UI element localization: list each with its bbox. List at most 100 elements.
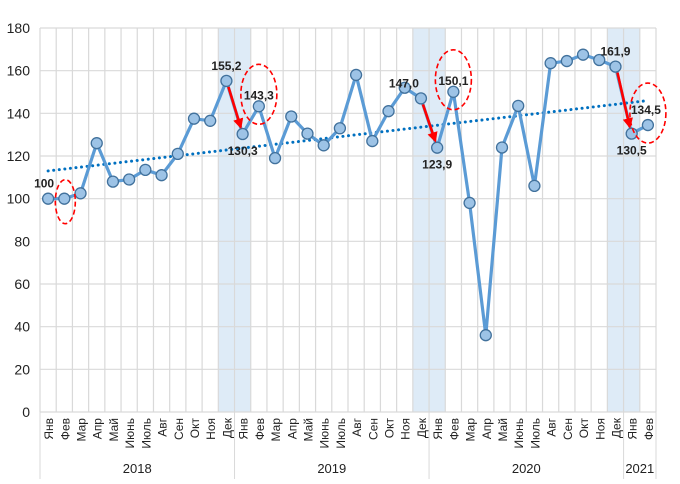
data-point	[349, 68, 363, 82]
x-tick-label-month: Дек	[220, 417, 234, 438]
decline-arrow	[616, 72, 633, 129]
x-tick-label-year: 2020	[512, 461, 541, 476]
data-point	[414, 92, 428, 105]
x-tick-label-month: Сен	[366, 418, 380, 440]
x-tick-label-month: Янв	[431, 418, 445, 440]
trendline	[46, 99, 650, 173]
y-tick-label: 60	[14, 276, 30, 292]
y-tick-label: 80	[14, 233, 30, 249]
x-tick-label-month: Апр	[480, 418, 494, 440]
data-point	[90, 137, 103, 150]
data-point	[641, 118, 655, 132]
x-tick-label-month: Июль	[139, 418, 153, 449]
x-tick-label-month: Окт	[577, 418, 591, 439]
x-tick-label-month: Ноя	[399, 418, 413, 440]
data-point	[74, 187, 87, 200]
data-point	[431, 141, 444, 154]
y-tick-label: 140	[7, 105, 31, 121]
data-label: 147,0	[389, 76, 419, 90]
data-point	[252, 100, 265, 113]
data-point	[301, 127, 314, 140]
data-point	[317, 139, 330, 152]
x-tick-label-month: Сен	[172, 418, 186, 440]
data-point	[366, 134, 379, 148]
data-point	[560, 54, 573, 68]
x-tick-label-month: Фев	[58, 418, 72, 440]
data-point	[285, 110, 298, 123]
x-tick-label-month: Июль	[528, 418, 542, 449]
x-tick-label-month: Ноя	[593, 418, 607, 440]
x-tick-label-month: Авг	[545, 417, 559, 436]
data-point	[204, 114, 217, 127]
x-tick-label-month: Ноя	[204, 418, 218, 440]
x-tick-label-year: 2018	[123, 461, 152, 476]
data-point	[544, 57, 557, 70]
data-point	[220, 74, 233, 88]
x-tick-label-month: Дек	[609, 417, 623, 438]
y-tick-label: 120	[7, 148, 31, 164]
data-point	[479, 329, 492, 342]
data-point	[463, 196, 476, 210]
data-point	[268, 151, 282, 165]
x-tick-label-month: Янв	[237, 418, 251, 440]
y-tick-label: 40	[14, 319, 30, 335]
decline-arrow	[227, 86, 244, 130]
data-point	[139, 163, 152, 177]
highlight-ellipse	[434, 48, 473, 111]
data-point	[593, 53, 606, 67]
highlight-ellipse	[629, 82, 667, 144]
highlight-ellipse	[240, 63, 278, 126]
x-tick-label-month: Окт	[383, 418, 397, 439]
data-point	[58, 192, 71, 205]
decline-arrow	[421, 103, 438, 143]
x-tick-label-month: Янв	[626, 418, 640, 440]
x-tick-label-month: Июнь	[318, 418, 332, 449]
data-label: 100	[34, 177, 54, 191]
data-point	[171, 147, 184, 161]
data-point	[41, 192, 55, 205]
data-point	[123, 173, 136, 186]
x-tick-label-year: 2021	[625, 461, 654, 476]
x-tick-label-month: Сен	[561, 418, 575, 440]
x-tick-label-month: Апр	[285, 418, 299, 440]
data-point	[495, 141, 509, 154]
x-tick-label-month: Май	[301, 418, 315, 442]
y-tick-label: 0	[22, 404, 30, 420]
data-point	[398, 81, 411, 94]
x-tick-label-month: Май	[496, 418, 510, 442]
data-point	[512, 99, 525, 113]
x-tick-label-month: Мар	[75, 418, 89, 442]
x-tick-label-month: Июнь	[512, 418, 526, 449]
y-tick-label: 20	[14, 361, 30, 377]
y-tick-label: 100	[7, 191, 31, 207]
data-label: 155,2	[211, 59, 241, 73]
x-tick-label-month: Фев	[253, 418, 267, 440]
x-tick-label-month: Дек	[415, 417, 429, 438]
data-label: 123,9	[422, 158, 452, 172]
x-tick-label-month: Мар	[269, 418, 283, 442]
data-point	[333, 122, 347, 135]
data-label: 130,3	[228, 144, 258, 158]
y-tick-label: 160	[7, 63, 31, 79]
data-label: 134,5	[631, 103, 661, 117]
highlight-ellipse	[54, 178, 77, 225]
data-label: 130,5	[617, 144, 647, 158]
x-tick-label-year: 2019	[317, 461, 346, 476]
x-tick-label-month: Фев	[642, 418, 656, 440]
x-tick-label-month: Июнь	[123, 418, 137, 449]
data-label: 150,1	[438, 74, 468, 88]
data-point	[528, 179, 541, 193]
x-tick-label-month: Фев	[447, 418, 461, 440]
x-tick-label-month: Май	[107, 418, 121, 442]
y-tick-label: 180	[7, 20, 31, 36]
data-point	[236, 127, 249, 141]
data-point	[187, 112, 201, 125]
x-tick-label-month: Апр	[91, 418, 105, 440]
data-label: 161,9	[600, 45, 630, 59]
x-tick-label-month: Июль	[334, 418, 348, 449]
x-tick-label-month: Авг	[156, 417, 170, 436]
x-tick-label-month: Янв	[42, 418, 56, 440]
x-tick-label-month: Авг	[350, 417, 364, 436]
data-point	[447, 85, 460, 98]
